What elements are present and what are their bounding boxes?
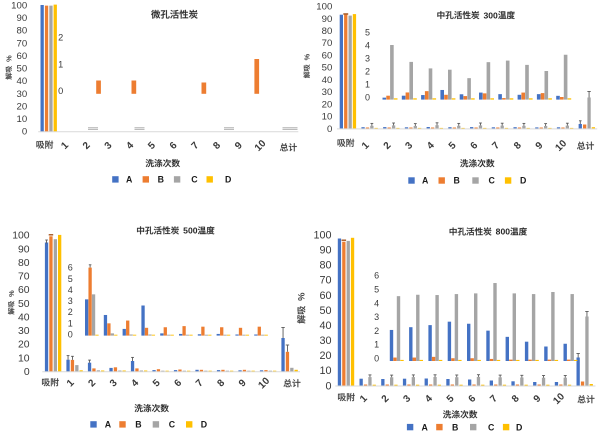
svg-text:0: 0 <box>365 93 370 103</box>
svg-text:0: 0 <box>325 380 331 392</box>
svg-text:70: 70 <box>322 38 333 49</box>
svg-text:A: A <box>126 175 133 185</box>
svg-text:20: 20 <box>18 340 30 351</box>
svg-text:60: 60 <box>17 51 28 62</box>
svg-text:20: 20 <box>17 101 28 112</box>
svg-text:60: 60 <box>322 50 333 61</box>
svg-text:6: 6 <box>374 271 379 281</box>
svg-text:C: C <box>489 176 496 186</box>
svg-text:0: 0 <box>22 127 27 138</box>
svg-text:2: 2 <box>68 307 73 317</box>
svg-text:%: % <box>302 53 311 60</box>
svg-text:100: 100 <box>12 231 30 242</box>
svg-text:90: 90 <box>319 245 331 257</box>
svg-text:A: A <box>422 176 429 186</box>
svg-text:0: 0 <box>500 227 505 237</box>
svg-text:2: 2 <box>58 33 63 43</box>
svg-text:50: 50 <box>18 299 30 310</box>
svg-text:%: % <box>4 55 13 62</box>
svg-text:10: 10 <box>322 112 333 123</box>
svg-text:C: C <box>191 175 198 185</box>
svg-text:90: 90 <box>18 244 30 255</box>
svg-text:100: 100 <box>316 2 332 13</box>
svg-text:0: 0 <box>505 227 510 237</box>
svg-text:80: 80 <box>319 260 331 272</box>
svg-text:5: 5 <box>365 28 370 38</box>
svg-text:0: 0 <box>488 10 493 20</box>
svg-text:50: 50 <box>319 305 331 317</box>
svg-text:C: C <box>169 420 176 430</box>
svg-text:2: 2 <box>365 67 370 77</box>
svg-text:50: 50 <box>17 64 28 75</box>
svg-text:1: 1 <box>58 59 63 69</box>
svg-text:10: 10 <box>17 114 28 125</box>
svg-text:100: 100 <box>313 229 331 241</box>
svg-text:10: 10 <box>319 365 331 377</box>
svg-text:A: A <box>422 422 429 432</box>
svg-text:0: 0 <box>327 124 332 135</box>
svg-text:3: 3 <box>374 312 379 322</box>
svg-text:0: 0 <box>68 330 73 340</box>
svg-text:90: 90 <box>17 13 28 24</box>
svg-text:0: 0 <box>193 226 198 236</box>
svg-text:30: 30 <box>17 89 28 100</box>
svg-text:0: 0 <box>493 10 498 20</box>
svg-text:40: 40 <box>18 312 30 323</box>
svg-text:5: 5 <box>68 274 73 284</box>
svg-text:3: 3 <box>365 54 370 64</box>
svg-text:100: 100 <box>11 0 27 11</box>
svg-text:20: 20 <box>319 350 331 362</box>
svg-text:B: B <box>454 176 460 186</box>
svg-text:0: 0 <box>24 367 30 378</box>
svg-text:3: 3 <box>483 10 488 20</box>
svg-text:1: 1 <box>68 318 73 328</box>
svg-text:40: 40 <box>17 76 28 87</box>
svg-text:4: 4 <box>374 298 379 308</box>
svg-text:20: 20 <box>322 99 333 110</box>
svg-text:%: % <box>7 290 16 297</box>
svg-text:0: 0 <box>58 86 63 96</box>
svg-text:90: 90 <box>322 14 333 25</box>
svg-text:30: 30 <box>322 87 333 98</box>
svg-text:8: 8 <box>496 227 501 237</box>
svg-text:3: 3 <box>68 296 73 306</box>
svg-text:80: 80 <box>18 258 30 269</box>
svg-text:70: 70 <box>18 272 30 283</box>
svg-text:4: 4 <box>365 41 370 51</box>
svg-text:D: D <box>516 422 522 432</box>
svg-text:50: 50 <box>322 63 333 74</box>
svg-text:30: 30 <box>319 335 331 347</box>
svg-text:B: B <box>452 422 458 432</box>
svg-text:5: 5 <box>374 285 379 295</box>
svg-text:2: 2 <box>374 326 379 336</box>
svg-text:6: 6 <box>68 263 73 273</box>
svg-text:0: 0 <box>374 354 379 364</box>
svg-text:30: 30 <box>18 326 30 337</box>
svg-text:%: % <box>297 292 308 301</box>
svg-text:B: B <box>158 175 164 185</box>
svg-text:B: B <box>135 420 141 430</box>
svg-text:80: 80 <box>17 26 28 37</box>
svg-text:40: 40 <box>319 320 331 332</box>
svg-text:C: C <box>488 422 495 432</box>
svg-text:A: A <box>105 420 112 430</box>
svg-text:60: 60 <box>319 290 331 302</box>
svg-text:70: 70 <box>17 38 28 49</box>
svg-text:80: 80 <box>322 26 333 37</box>
svg-text:D: D <box>201 420 207 430</box>
svg-text:0: 0 <box>188 226 193 236</box>
svg-text:10: 10 <box>18 353 30 364</box>
svg-text:70: 70 <box>319 275 331 287</box>
svg-text:1: 1 <box>365 80 370 90</box>
svg-text:40: 40 <box>322 75 333 86</box>
svg-text:60: 60 <box>18 285 30 296</box>
svg-text:D: D <box>520 176 526 186</box>
svg-text:D: D <box>225 175 231 185</box>
svg-text:4: 4 <box>68 285 73 295</box>
svg-text:5: 5 <box>183 226 188 236</box>
svg-text:1: 1 <box>374 340 379 350</box>
